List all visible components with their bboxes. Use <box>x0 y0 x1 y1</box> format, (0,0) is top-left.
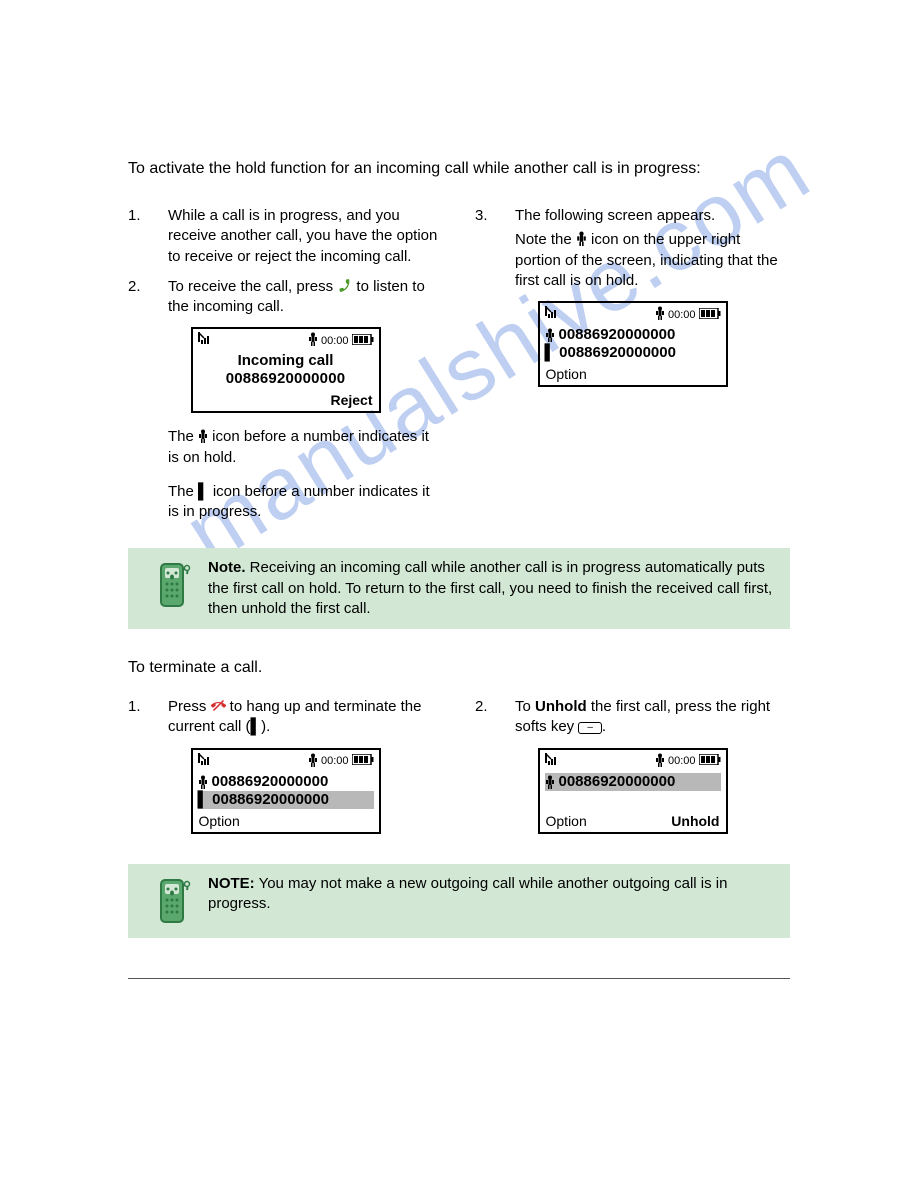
t2-pre: To <box>515 698 535 715</box>
screen-unhold: 00:00 00886920000000 <box>538 748 728 834</box>
call-row-hold: 00886920000000 <box>545 326 721 344</box>
step-2-text: To receive the call, press to listen to … <box>168 277 443 318</box>
signal-icon <box>545 753 563 770</box>
note-2-body: You may not make a new outgoing call whi… <box>208 875 727 912</box>
terminate-step-2: 2. To Unhold the first call, press the r… <box>475 697 790 738</box>
screen-incoming-title: Incoming call <box>198 352 374 370</box>
terminate-step-1: 1. Press to hang up and terminate the cu… <box>128 697 443 738</box>
call-row-hold-highlighted: 00886920000000 <box>545 773 721 791</box>
person-hold-inline-icon <box>198 429 208 443</box>
screen-option-softkey: Option <box>199 813 240 829</box>
sub-note-progress: The ▌ icon before a number indicates it … <box>168 482 443 523</box>
step-3-pre: Note the <box>515 231 576 248</box>
person-hold-icon <box>308 332 318 349</box>
progress-row-icon: ▌ <box>198 791 209 809</box>
t2-bold: Unhold <box>535 698 587 715</box>
note-1-bold: Note. <box>208 559 246 576</box>
note-2-text: NOTE: You may not make a new outgoing ca… <box>208 874 776 915</box>
mascot-phone-icon <box>153 876 193 928</box>
softkey-box-icon: – <box>578 722 602 734</box>
person-hold-row-icon <box>545 775 555 789</box>
step-1-text: While a call is in progress, and you rec… <box>168 206 443 267</box>
screen-incoming-number: 00886920000000 <box>198 370 374 388</box>
terminate-step-2-text: To Unhold the first call, press the righ… <box>515 697 790 738</box>
step-3-number: 3. <box>475 206 515 291</box>
screen-terminate: 00:00 00886920000000 ▌ <box>191 748 381 834</box>
terminate-step-2-num: 2. <box>475 697 515 738</box>
step-3-text: The following screen appears. Note the i… <box>515 206 790 291</box>
person-hold-icon <box>655 306 665 323</box>
call-row-active: ▌ 00886920000000 <box>545 344 721 362</box>
sub-note-hold-post: icon before a number indicates it is on … <box>168 428 429 465</box>
person-hold-row-icon <box>198 775 208 789</box>
terminate-step-1-num: 1. <box>128 697 168 738</box>
call-answer-icon <box>337 278 352 293</box>
sub-note-progress-pre: The <box>168 483 198 500</box>
step-1-number: 1. <box>128 206 168 267</box>
person-hold-icon <box>308 753 318 770</box>
call-row-hold-number: 00886920000000 <box>212 773 329 791</box>
battery-icon <box>699 754 721 768</box>
t1-pre: Press <box>168 698 211 715</box>
note-1-text: Note. Receiving an incoming call while a… <box>208 558 776 619</box>
call-row-active-highlighted: ▌ 00886920000000 <box>198 791 374 809</box>
footer-divider <box>128 978 790 979</box>
screen-option-softkey: Option <box>546 813 587 829</box>
call-row-hold-number: 00886920000000 <box>559 326 676 344</box>
signal-icon <box>545 306 563 323</box>
step-2-pre: To receive the call, press <box>168 278 337 295</box>
t1-post2: ). <box>261 718 270 735</box>
battery-icon <box>352 334 374 348</box>
sub-note-hold-pre: The <box>168 428 198 445</box>
progress-row-icon: ▌ <box>545 344 556 362</box>
terminate-intro: To terminate a call. <box>128 659 790 677</box>
note-1-body: Receiving an incoming call while another… <box>208 559 772 617</box>
screen-incoming-call: 00:00 Incoming call 00886920000000 Rejec… <box>191 327 381 413</box>
call-row-hold-number: 00886920000000 <box>559 773 676 791</box>
screen-two-calls: 00:00 00886920000000 ▌ <box>538 301 728 387</box>
progress-paren-icon: ▌ <box>251 717 262 737</box>
screen-time: 00:00 <box>668 309 696 321</box>
person-hold-row-icon <box>545 328 555 342</box>
battery-icon <box>352 754 374 768</box>
person-hold-step3-icon <box>576 231 587 246</box>
step-3-line1: The following screen appears. <box>515 206 790 226</box>
call-row-active-number: 00886920000000 <box>559 344 676 362</box>
screen-reject-softkey: Reject <box>330 392 372 408</box>
call-row-hold: 00886920000000 <box>198 773 374 791</box>
step-2-number: 2. <box>128 277 168 318</box>
person-hold-icon <box>655 753 665 770</box>
signal-icon <box>198 753 216 770</box>
t2-post: . <box>602 718 606 735</box>
terminate-step-1-text: Press to hang up and terminate the curre… <box>168 697 443 738</box>
call-row-active-number: 00886920000000 <box>212 791 329 809</box>
note-box-2: NOTE: You may not make a new outgoing ca… <box>128 864 790 938</box>
screen-unhold-softkey: Unhold <box>671 813 719 829</box>
note-box-1: Note. Receiving an incoming call while a… <box>128 548 790 629</box>
hangup-icon <box>211 698 226 713</box>
step-1: 1. While a call is in progress, and you … <box>128 206 443 267</box>
battery-icon <box>699 308 721 322</box>
progress-inline-icon: ▌ <box>198 482 209 502</box>
screen-time: 00:00 <box>321 335 349 347</box>
step-3: 3. The following screen appears. Note th… <box>475 206 790 291</box>
screen-time: 00:00 <box>668 755 696 767</box>
screen-time: 00:00 <box>321 755 349 767</box>
intro-text: To activate the hold function for an inc… <box>128 160 790 178</box>
signal-icon <box>198 332 216 349</box>
note-2-bold: NOTE: <box>208 875 255 892</box>
step-2: 2. To receive the call, press to listen … <box>128 277 443 318</box>
screen-option-softkey: Option <box>546 366 587 382</box>
mascot-phone-icon <box>153 560 193 612</box>
sub-note-hold: The icon before a number indicates it is… <box>168 427 443 468</box>
